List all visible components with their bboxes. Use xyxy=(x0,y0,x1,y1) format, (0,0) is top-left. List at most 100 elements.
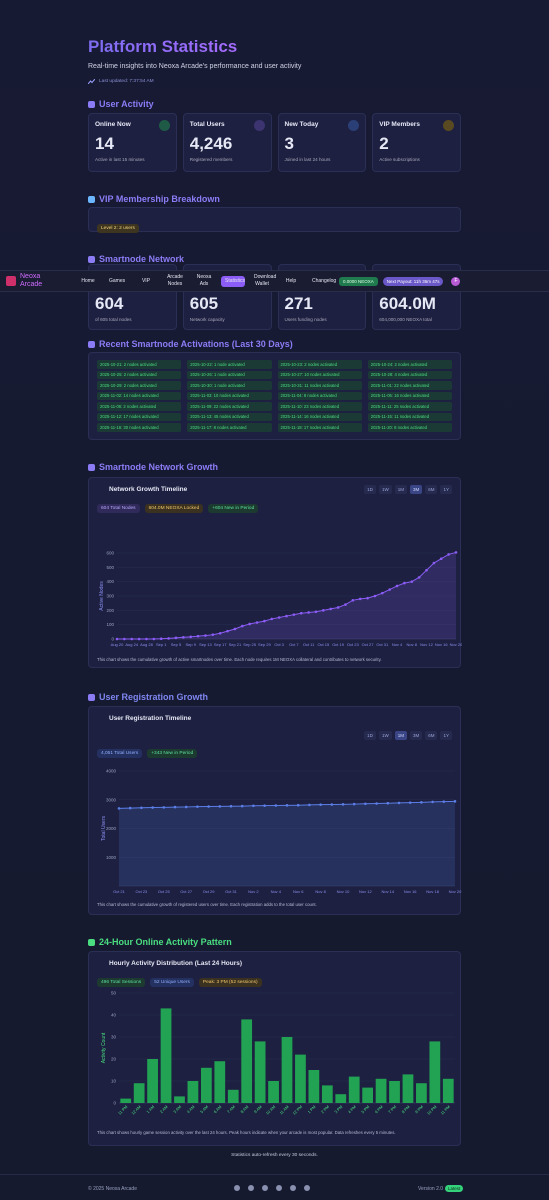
x-tick-label: Sep 9 xyxy=(185,642,196,647)
chart-title: User Registration Timeline xyxy=(109,715,192,722)
subtitle: Real-time insights into Neoxa Arcade's p… xyxy=(88,63,302,70)
nav-link[interactable]: Home xyxy=(81,277,95,284)
x-tick-label: 9 AM xyxy=(253,1104,263,1114)
y-tick-label: 0 xyxy=(111,637,114,642)
vip-box: Level 2: 2 users xyxy=(88,207,461,233)
nav-links: Home Games VIP Arcade Nodes Neoxa Ads Statist… xyxy=(76,272,337,290)
smartnode-cards: 604 of 605 total nodes 605 Network capacity… xyxy=(88,264,461,330)
card-value: 271 xyxy=(284,294,313,313)
range-button[interactable]: 3M xyxy=(409,485,423,494)
point xyxy=(151,806,154,809)
activation-item: 2025-10-30: 1 node activated xyxy=(187,381,272,390)
x-tick-label: Nov 10 xyxy=(337,889,350,894)
x-tick-label: Nov 12 xyxy=(420,642,433,647)
range-button[interactable]: 1D xyxy=(364,485,376,494)
y-tick-label: 500 xyxy=(106,565,114,570)
activation-item: 2025-11-01: 22 nodes activated xyxy=(367,381,452,390)
x-tick-label: Nov 6 xyxy=(293,889,304,894)
bar xyxy=(187,1081,199,1103)
version: Version 2.0 xyxy=(418,1186,444,1192)
card-value: 3 xyxy=(284,134,294,153)
balance-button[interactable]: 0.0000 NEOXA xyxy=(339,276,378,286)
nav-link[interactable]: VIP xyxy=(141,277,151,284)
area xyxy=(117,552,456,639)
point xyxy=(167,637,170,640)
nav-link[interactable]: Arcade Nodes xyxy=(167,274,183,287)
nav-link[interactable]: Games xyxy=(109,277,126,284)
y-tick-label: 20 xyxy=(111,1057,117,1062)
card-note: Joined in last 24 hours xyxy=(284,157,331,162)
point xyxy=(196,805,199,808)
point xyxy=(364,802,367,806)
logo[interactable] xyxy=(6,276,16,286)
range-button[interactable]: 1Y xyxy=(440,485,452,494)
range-button[interactable]: 1W xyxy=(378,485,392,494)
brand[interactable]: Neoxa Arcade xyxy=(20,273,56,289)
x-tick-label: Nov 12 xyxy=(359,889,372,894)
section-heading: Recent Smartnode Activations (Last 30 Da… xyxy=(88,339,293,349)
section-heading: User Activity xyxy=(88,99,154,109)
badge: 496 Total Sessions xyxy=(97,978,146,987)
point xyxy=(252,804,255,808)
point xyxy=(117,807,121,810)
social-icon[interactable] xyxy=(262,1185,268,1191)
bar xyxy=(442,1078,454,1103)
bar xyxy=(295,1054,306,1103)
y-axis-label: Active Nodes xyxy=(99,581,105,611)
card-label: Online Now xyxy=(95,121,131,128)
stat-card: Total Users 4,246 Registered members xyxy=(182,113,272,172)
payout-button[interactable]: Next Payout: 11h 36m 47s xyxy=(382,276,444,286)
point xyxy=(196,634,200,638)
range-button[interactable]: 1M xyxy=(394,485,407,494)
y-tick-label: 0 xyxy=(113,1101,116,1106)
badge: 4,051 Total Users xyxy=(97,749,143,758)
social-icon[interactable] xyxy=(234,1185,240,1191)
x-tick-label: 8 PM xyxy=(401,1104,411,1114)
card-note: Active in last 15 minutes xyxy=(95,157,145,162)
point xyxy=(229,804,233,808)
nav-link[interactable]: Neoxa Ads xyxy=(196,274,212,287)
nav-link[interactable]: Statistics xyxy=(221,275,245,287)
x-tick-label: 1 AM xyxy=(145,1104,155,1114)
social-icon[interactable] xyxy=(304,1185,310,1191)
range-button[interactable]: 6M xyxy=(425,731,438,740)
x-tick-label: Oct 11 xyxy=(303,642,315,647)
range-button[interactable]: 1W xyxy=(378,731,392,740)
social-icon[interactable] xyxy=(290,1185,296,1191)
activation-item: 2025-11-15: 11 nodes activated xyxy=(367,412,452,421)
range-button[interactable]: 1Y xyxy=(440,731,452,740)
card-value: 605 xyxy=(189,294,219,313)
chart-title: Network Growth Timeline xyxy=(109,486,188,493)
social-icon[interactable] xyxy=(248,1185,254,1191)
y-tick-label: 4000 xyxy=(106,769,117,774)
y-tick-label: 200 xyxy=(106,608,114,613)
range-button[interactable]: 1M xyxy=(394,731,407,740)
range-button[interactable]: 3M xyxy=(409,731,423,740)
heading-text: User Registration Growth xyxy=(99,692,209,702)
x-tick-label: 12 AM xyxy=(130,1104,142,1116)
nav-link[interactable]: Help xyxy=(285,277,297,284)
social-icon[interactable] xyxy=(276,1185,282,1191)
point xyxy=(442,800,446,803)
badges: 604 Total Nodes 604.0M NEOXA Locked +604 N… xyxy=(97,504,259,513)
point xyxy=(329,607,333,611)
nav-link[interactable]: Download Wallet xyxy=(254,274,277,287)
x-tick-label: 2 AM xyxy=(159,1104,169,1114)
point xyxy=(454,551,458,554)
x-tick-label: Oct 25 xyxy=(158,889,171,894)
point xyxy=(308,803,311,807)
avatar[interactable]: F xyxy=(451,276,461,286)
version-badge: Latest xyxy=(445,1184,464,1192)
activation-item: 2025-11-12: 17 nodes activated xyxy=(97,412,182,421)
nav-link[interactable]: Changelog xyxy=(312,277,337,284)
range-button[interactable]: 6M xyxy=(425,485,438,494)
point xyxy=(417,576,421,579)
point xyxy=(263,804,266,807)
point xyxy=(344,603,347,606)
vip-chip: Level 2: 2 users xyxy=(97,224,139,233)
point xyxy=(352,802,356,806)
range-button[interactable]: 1D xyxy=(364,731,376,740)
activation-item: 2025-10-26: 1 node activated xyxy=(187,370,272,379)
chart-note: This chart shows the cumulative growth o… xyxy=(97,657,382,662)
